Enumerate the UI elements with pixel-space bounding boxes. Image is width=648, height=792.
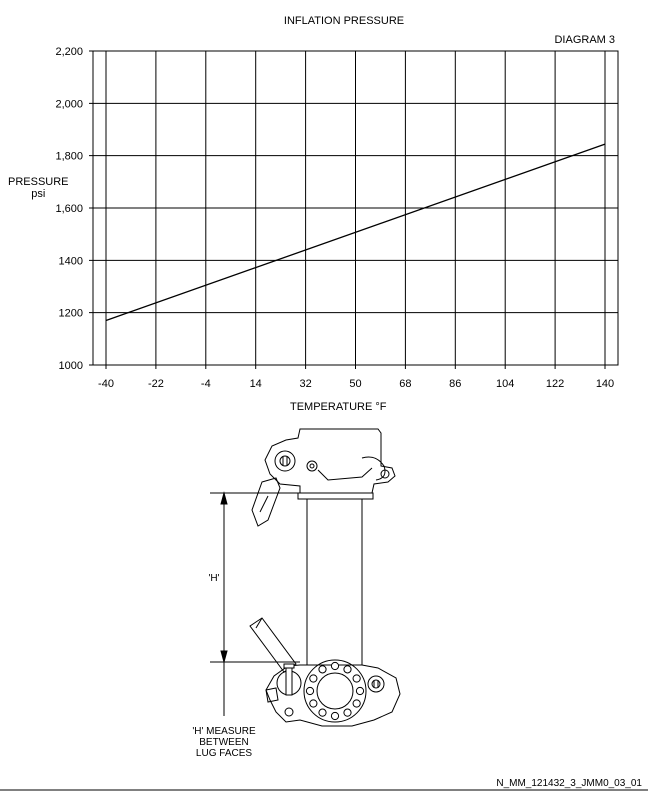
- bolt-hole: [309, 699, 318, 708]
- lower-housing: [265, 664, 401, 727]
- x-tick-label: 32: [299, 378, 311, 390]
- x-tick-label: 86: [449, 378, 461, 390]
- x-tick-label: 50: [349, 378, 361, 390]
- grid-lines: [89, 50, 618, 369]
- bolt-hole: [330, 711, 340, 721]
- collar: [297, 492, 374, 500]
- arrow-down-icon: [220, 650, 228, 664]
- pressure-line: [105, 143, 606, 322]
- y-tick-label: 1200: [59, 308, 83, 320]
- housing-lobe: [361, 456, 386, 481]
- lower-arm: [249, 617, 297, 673]
- y-axis-unit: psi: [31, 188, 46, 200]
- x-tick-label: -40: [98, 378, 114, 390]
- y-tick-label: 1400: [59, 255, 83, 267]
- note-line-2: BETWEEN: [199, 737, 248, 748]
- bolt-hole: [352, 699, 361, 708]
- series-layer: [105, 143, 606, 322]
- lug-pin-head: [283, 663, 295, 669]
- y-tick-label: 2,000: [55, 98, 83, 110]
- linkage: [317, 467, 373, 481]
- bolt-circle: [305, 661, 365, 721]
- note-line-1: 'H' MEASURE: [192, 726, 256, 737]
- x-tick-label: 140: [596, 378, 614, 390]
- reference-code: N_MM_121432_3_JMM0_03_01: [496, 778, 642, 789]
- y-tick-label: 1,600: [55, 203, 83, 215]
- axle-hub: [316, 672, 354, 710]
- right-lug-boss: [367, 675, 385, 693]
- bolt-hole: [309, 674, 318, 683]
- x-tick-label: -4: [201, 378, 211, 390]
- landing-gear-illustration: [210, 428, 401, 727]
- x-tick-label: 68: [399, 378, 411, 390]
- wheel-flange: [303, 659, 367, 723]
- upper-pin-boss: [274, 450, 296, 472]
- x-axis-label: TEMPERATURE °F: [290, 401, 387, 413]
- y-tick-label: 1000: [59, 360, 83, 372]
- lug-tab: [265, 687, 279, 703]
- upper-housing: [264, 428, 396, 494]
- lug-pin: [285, 664, 293, 696]
- x-tick-label: 122: [546, 378, 564, 390]
- x-tick-label: -22: [148, 378, 164, 390]
- upper-pin: [279, 455, 291, 467]
- bolt-hole: [355, 686, 365, 696]
- right-pin: [380, 469, 390, 479]
- small-hole: [284, 707, 294, 717]
- note-line-3: LUG FACES: [196, 748, 252, 759]
- bolt-hole: [318, 708, 327, 717]
- y-axis-label: PRESSURE psi: [8, 176, 69, 200]
- y-tick-label: 2,200: [55, 46, 83, 58]
- bolt-hole: [330, 661, 340, 671]
- diagram-label: DIAGRAM 3: [554, 34, 615, 46]
- chart-title: INFLATION PRESSURE: [283, 15, 405, 27]
- bolt-hole: [343, 665, 352, 674]
- small-bolt: [306, 460, 318, 472]
- y-tick-label: 1,800: [55, 151, 83, 163]
- x-tick-label: 14: [250, 378, 262, 390]
- arrow-up-icon: [220, 491, 228, 505]
- x-tick-label: 104: [496, 378, 514, 390]
- bolt-hole: [352, 674, 361, 683]
- bolt-hole: [305, 686, 315, 696]
- bolt-hole: [343, 708, 352, 717]
- h-label: 'H': [208, 573, 219, 584]
- bolt-hole: [318, 665, 327, 674]
- y-axis-title: PRESSURE: [8, 176, 69, 188]
- upper-arm: [251, 477, 281, 527]
- tick-labels: -40 -22 -4 14 32 50 68 86 104 122 140 1000 1200 1400 1…: [55, 46, 614, 390]
